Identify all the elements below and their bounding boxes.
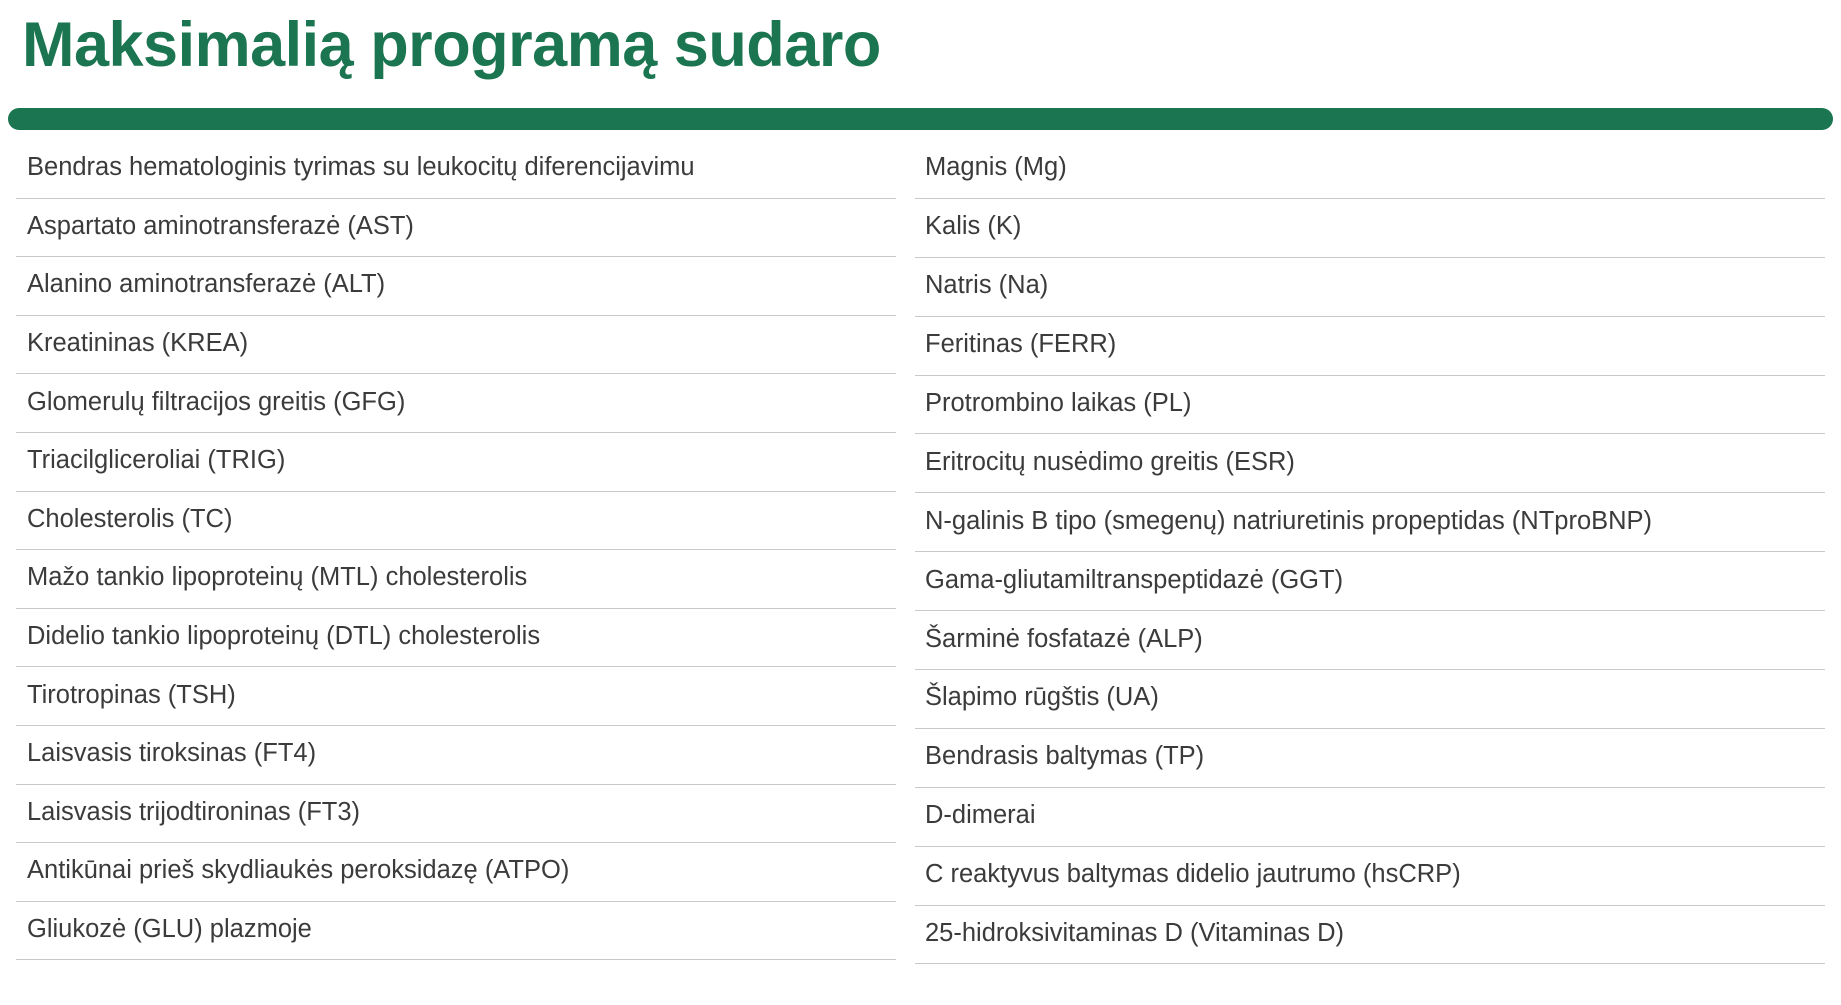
- list-item: Cholesterolis (TC): [16, 492, 896, 551]
- test-list-right-column: Magnis (Mg) Kalis (K) Natris (Na) Feritinas…: [915, 140, 1825, 965]
- list-item: Magnis (Mg): [915, 140, 1825, 199]
- list-item: Feritinas (FERR): [915, 317, 1825, 376]
- list-item: Laisvasis tiroksinas (FT4): [16, 726, 896, 785]
- list-item: Eritrocitų nusėdimo greitis (ESR): [915, 434, 1825, 494]
- test-item-label: Bendras hematologinis tyrimas su leukoci…: [27, 153, 695, 182]
- test-item-label: Laisvasis trijodtironinas (FT3): [27, 797, 361, 826]
- list-item: Bendrasis baltymas (TP): [915, 729, 1825, 788]
- test-list-left-column: Bendras hematologinis tyrimas su leukoci…: [16, 140, 896, 961]
- list-item: Šarminė fosfatazė (ALP): [915, 611, 1825, 671]
- test-item-label: Didelio tankio lipoproteinų (DTL) choles…: [27, 622, 541, 651]
- title-underline-bar: [8, 108, 1833, 130]
- list-item: Natris (Na): [915, 258, 1825, 317]
- list-item: Kreatininas (KREA): [16, 316, 896, 375]
- list-item: Šlapimo rūgštis (UA): [915, 670, 1825, 729]
- list-item: Tirotropinas (TSH): [16, 667, 896, 726]
- test-list-left: Bendras hematologinis tyrimas su leukoci…: [16, 140, 896, 961]
- test-item-label: Aspartato aminotransferazė (AST): [27, 211, 414, 240]
- test-item-label: Feritinas (FERR): [925, 330, 1117, 359]
- list-item: Aspartato aminotransferazė (AST): [16, 199, 896, 258]
- test-item-label: Laisvasis tiroksinas (FT4): [27, 739, 317, 768]
- page-header: Maksimalią programą sudaro: [0, 0, 1841, 130]
- test-item-label: Triacilgliceroliai (TRIG): [27, 446, 286, 475]
- test-item-label: Kalis (K): [925, 212, 1022, 241]
- test-item-label: Bendrasis baltymas (TP): [925, 742, 1205, 771]
- test-item-label: Gama-gliutamiltranspeptidazė (GGT): [925, 565, 1344, 594]
- test-item-label: 25-hidroksivitaminas D (Vitaminas D): [925, 919, 1344, 948]
- list-item: N-galinis B tipo (smegenų) natriuretinis…: [915, 493, 1825, 553]
- list-item: Triacilgliceroliai (TRIG): [16, 433, 896, 492]
- page-title: Maksimalią programą sudaro: [22, 10, 881, 80]
- list-item: Mažo tankio lipoproteinų (MTL) cholester…: [16, 550, 896, 609]
- test-item-label: Mažo tankio lipoproteinų (MTL) cholester…: [27, 563, 528, 592]
- list-item: C reaktyvus baltymas didelio jautrumo (h…: [915, 847, 1825, 906]
- test-item-label: D-dimerai: [925, 801, 1036, 830]
- test-item-label: Antikūnai prieš skydliaukės peroksidazę …: [27, 856, 570, 885]
- test-item-label: C reaktyvus baltymas didelio jautrumo (h…: [925, 860, 1461, 889]
- list-item: Gama-gliutamiltranspeptidazė (GGT): [915, 552, 1825, 612]
- test-item-label: Protrombino laikas (PL): [925, 389, 1192, 417]
- test-item-label: N-galinis B tipo (smegenų) natriuretinis…: [925, 506, 1653, 535]
- test-list-container: Bendras hematologinis tyrimas su leukoci…: [0, 140, 1841, 1005]
- list-item: Gliukozė (GLU) plazmoje: [16, 902, 896, 961]
- list-item: Antikūnai prieš skydliaukės peroksidazę …: [16, 843, 896, 902]
- list-item: Didelio tankio lipoproteinų (DTL) choles…: [16, 609, 896, 668]
- test-item-label: Šarminė fosfatazė (ALP): [925, 624, 1203, 653]
- list-item: Protrombino laikas (PL): [915, 376, 1825, 435]
- list-item: Alanino aminotransferazė (ALT): [16, 257, 896, 316]
- list-item: Glomerulų filtracijos greitis (GFG): [16, 374, 896, 433]
- test-item-label: Eritrocitų nusėdimo greitis (ESR): [925, 447, 1295, 476]
- list-item: Laisvasis trijodtironinas (FT3): [16, 785, 896, 844]
- test-item-label: Tirotropinas (TSH): [27, 680, 236, 709]
- list-item: D-dimerai: [915, 788, 1825, 847]
- test-item-label: Šlapimo rūgštis (UA): [925, 683, 1159, 712]
- test-item-label: Magnis (Mg): [925, 153, 1067, 182]
- test-list-right: Magnis (Mg) Kalis (K) Natris (Na) Feritinas…: [915, 140, 1825, 965]
- test-item-label: Gliukozė (GLU) plazmoje: [27, 915, 312, 944]
- test-item-label: Glomerulų filtracijos greitis (GFG): [27, 387, 406, 416]
- test-item-label: Natris (Na): [925, 271, 1049, 300]
- list-item: Kalis (K): [915, 199, 1825, 258]
- list-item: Bendras hematologinis tyrimas su leukoci…: [16, 140, 896, 199]
- test-item-label: Alanino aminotransferazė (ALT): [27, 270, 386, 299]
- test-item-label: Cholesterolis (TC): [27, 504, 233, 533]
- list-item: 25-hidroksivitaminas D (Vitaminas D): [915, 906, 1825, 965]
- test-item-label: Kreatininas (KREA): [27, 329, 249, 358]
